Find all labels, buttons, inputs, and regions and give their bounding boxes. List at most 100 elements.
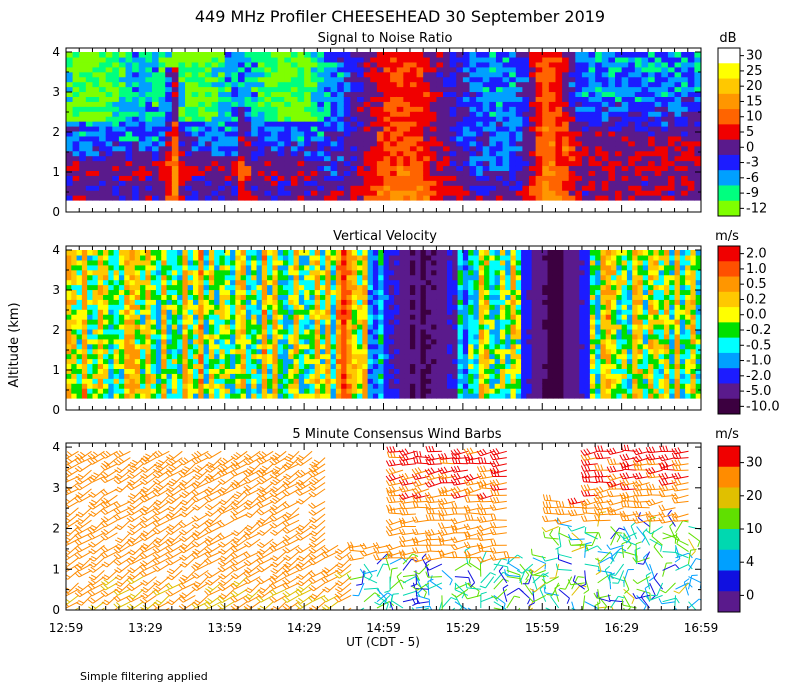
velocity-cell [346, 358, 353, 365]
velocity-cell [140, 314, 146, 320]
velocity-cell [208, 393, 215, 399]
snr-cell [125, 155, 133, 162]
snr-cell [271, 106, 279, 112]
velocity-cell [309, 324, 316, 330]
snr-cell [191, 76, 199, 83]
snr-cell [535, 81, 543, 88]
snr-cell [211, 91, 219, 97]
snr-cell [449, 66, 457, 73]
snr-cell [264, 86, 272, 93]
velocity-cell [187, 388, 194, 394]
snr-cell [271, 175, 279, 181]
velocity-cell [261, 254, 268, 261]
velocity-cell [81, 333, 88, 340]
snr-cell [277, 66, 285, 73]
snr-cell [542, 106, 550, 112]
velocity-cell [145, 388, 152, 394]
velocity-cell [245, 279, 252, 286]
velocity-cell [230, 378, 236, 384]
velocity-cell [293, 348, 300, 355]
snr-cell [343, 121, 352, 127]
snr-cell [588, 140, 596, 147]
velocity-cell [341, 358, 348, 365]
snr-cell [522, 56, 530, 63]
velocity-cell [145, 373, 152, 379]
snr-cell [99, 111, 107, 117]
velocity-cell [245, 250, 252, 256]
velocity-cell [272, 353, 279, 360]
snr-cell [694, 52, 701, 58]
velocity-cell [103, 383, 109, 389]
velocity-cell [325, 289, 332, 295]
snr-cell [548, 140, 557, 147]
snr-cell [648, 76, 656, 83]
velocity-cell [346, 333, 353, 340]
velocity-cell [431, 338, 438, 345]
snr-cell [416, 121, 424, 127]
snr-cell [409, 126, 418, 132]
velocity-cell [320, 264, 326, 271]
snr-cell [654, 66, 662, 73]
snr-cell [178, 160, 186, 167]
velocity-cell [304, 264, 311, 271]
snr-cell [191, 121, 199, 127]
velocity-cell [92, 338, 99, 345]
snr-cell [449, 52, 457, 58]
snr-cell [423, 195, 431, 201]
velocity-cell [320, 289, 326, 295]
snr-cell [462, 76, 471, 83]
snr-cell [502, 135, 510, 142]
velocity-cell [161, 388, 168, 394]
velocity-cell [87, 363, 94, 369]
snr-cell [469, 91, 477, 97]
velocity-cell [351, 289, 358, 295]
snr-cell [99, 185, 107, 191]
velocity-cell [346, 264, 353, 271]
snr-cell [654, 140, 662, 147]
snr-cell [489, 86, 497, 93]
velocity-cell [362, 363, 369, 369]
snr-cell [502, 145, 510, 152]
velocity-cell [420, 269, 427, 276]
velocity-cell [129, 378, 136, 384]
velocity-cell [171, 304, 178, 310]
velocity-cell [409, 363, 416, 369]
snr-cell [535, 170, 543, 176]
velocity-cell [118, 309, 125, 315]
snr-cell [304, 106, 312, 112]
snr-cell [383, 86, 391, 93]
velocity-cell [145, 259, 152, 266]
snr-cell [436, 160, 444, 167]
snr-cell [694, 86, 701, 93]
snr-cell [482, 135, 490, 142]
velocity-cell [81, 373, 88, 379]
velocity-cell [76, 269, 83, 276]
snr-cell [231, 145, 239, 152]
velocity-cell [272, 373, 279, 379]
snr-cell [191, 86, 199, 93]
snr-cell [615, 56, 623, 63]
snr-cell [370, 121, 378, 127]
snr-cell [509, 130, 517, 137]
snr-cell [555, 160, 563, 167]
velocity-cell [314, 314, 321, 320]
snr-cell [237, 81, 246, 88]
snr-cell [218, 160, 226, 167]
snr-cell [118, 81, 127, 88]
velocity-cell [198, 358, 205, 365]
snr-cell [118, 66, 127, 73]
velocity-cell [76, 259, 83, 266]
snr-cell [290, 175, 299, 181]
velocity-cell [388, 259, 395, 266]
velocity-cell [267, 328, 273, 335]
velocity-cell [335, 264, 342, 271]
velocity-cell [367, 393, 374, 399]
snr-cell [403, 160, 411, 167]
velocity-cell [357, 343, 363, 350]
snr-cell [218, 175, 226, 181]
snr-cell [575, 71, 583, 78]
snr-cell [568, 56, 576, 63]
snr-cell [641, 135, 649, 142]
velocity-cell [372, 259, 379, 266]
velocity-cell [267, 299, 273, 305]
